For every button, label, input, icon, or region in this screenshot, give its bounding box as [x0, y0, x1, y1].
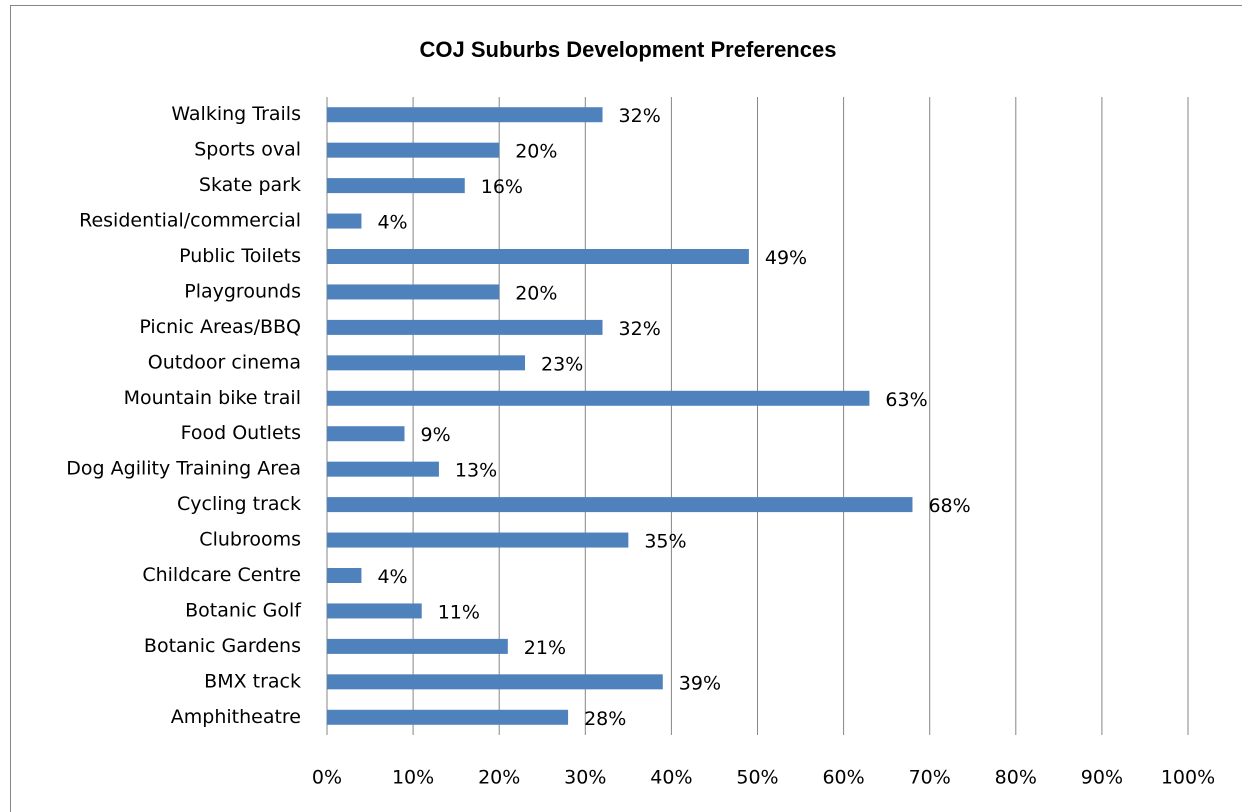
y-tick-label: Mountain bike trail [124, 387, 301, 409]
bar [327, 461, 439, 477]
y-tick-label: Amphitheatre [171, 706, 301, 728]
bar [327, 142, 500, 158]
value-label: 13% [455, 460, 497, 482]
value-label: 4% [377, 212, 407, 234]
bar [327, 178, 465, 194]
y-tick-label: Outdoor cinema [148, 351, 301, 373]
value-label: 35% [644, 531, 686, 553]
y-tick-label: Botanic Gardens [144, 635, 301, 657]
bar [327, 249, 749, 264]
value-label: 39% [679, 672, 721, 694]
y-tick-label: Residential/commercial [79, 210, 301, 232]
x-tick-label: 80% [995, 767, 1037, 789]
x-tick-label: 40% [650, 767, 692, 789]
y-tick-label: Sports oval [194, 139, 301, 161]
bar [327, 319, 603, 335]
y-tick-label: Skate park [199, 174, 301, 196]
y-tick-label: Cycling track [177, 493, 301, 515]
value-label: 4% [377, 566, 407, 588]
value-label: 32% [619, 105, 661, 127]
value-label: 20% [515, 141, 557, 163]
x-tick-label: 0% [312, 767, 342, 789]
bar [327, 213, 362, 229]
bar [327, 674, 663, 690]
value-label: 28% [584, 708, 626, 730]
value-label: 11% [438, 601, 480, 623]
bar [327, 426, 405, 442]
x-tick-label: 100% [1161, 767, 1215, 789]
x-tick-label: 70% [909, 767, 951, 789]
y-tick-label: Picnic Areas/BBQ [139, 316, 301, 338]
bar [327, 390, 870, 406]
bar [327, 284, 500, 300]
value-label: 9% [420, 424, 450, 446]
x-tick-label: 60% [822, 767, 864, 789]
chart-title: COJ Suburbs Development Preferences [420, 37, 837, 62]
bar [327, 355, 526, 371]
bar [327, 532, 629, 548]
value-label: 23% [541, 353, 583, 375]
y-tick-label: Dog Agility Training Area [66, 458, 301, 480]
x-tick-label: 50% [736, 767, 778, 789]
y-tick-label: Clubrooms [199, 529, 301, 551]
value-label: 49% [765, 247, 807, 269]
bar [327, 107, 603, 123]
x-tick-label: 20% [478, 767, 520, 789]
y-tick-label: Public Toilets [179, 245, 301, 267]
bar [327, 709, 569, 725]
x-tick-label: 10% [392, 767, 434, 789]
y-tick-label: Playgrounds [184, 280, 301, 302]
y-tick-label: Walking Trails [171, 103, 301, 125]
value-label: 63% [885, 389, 927, 411]
value-label: 32% [619, 318, 661, 340]
bar [327, 603, 422, 619]
value-label: 16% [481, 176, 523, 198]
y-tick-label: Food Outlets [181, 422, 301, 444]
y-tick-label: Childcare Centre [142, 564, 301, 586]
bar [327, 638, 508, 654]
y-tick-label: BMX track [204, 670, 301, 692]
y-tick-label: Botanic Golf [185, 599, 302, 621]
x-tick-label: 30% [564, 767, 606, 789]
value-label: 68% [928, 495, 970, 517]
bar [327, 497, 913, 513]
value-label: 21% [524, 637, 566, 659]
x-tick-label: 90% [1081, 767, 1123, 789]
bar [327, 568, 362, 583]
value-label: 20% [515, 282, 557, 304]
